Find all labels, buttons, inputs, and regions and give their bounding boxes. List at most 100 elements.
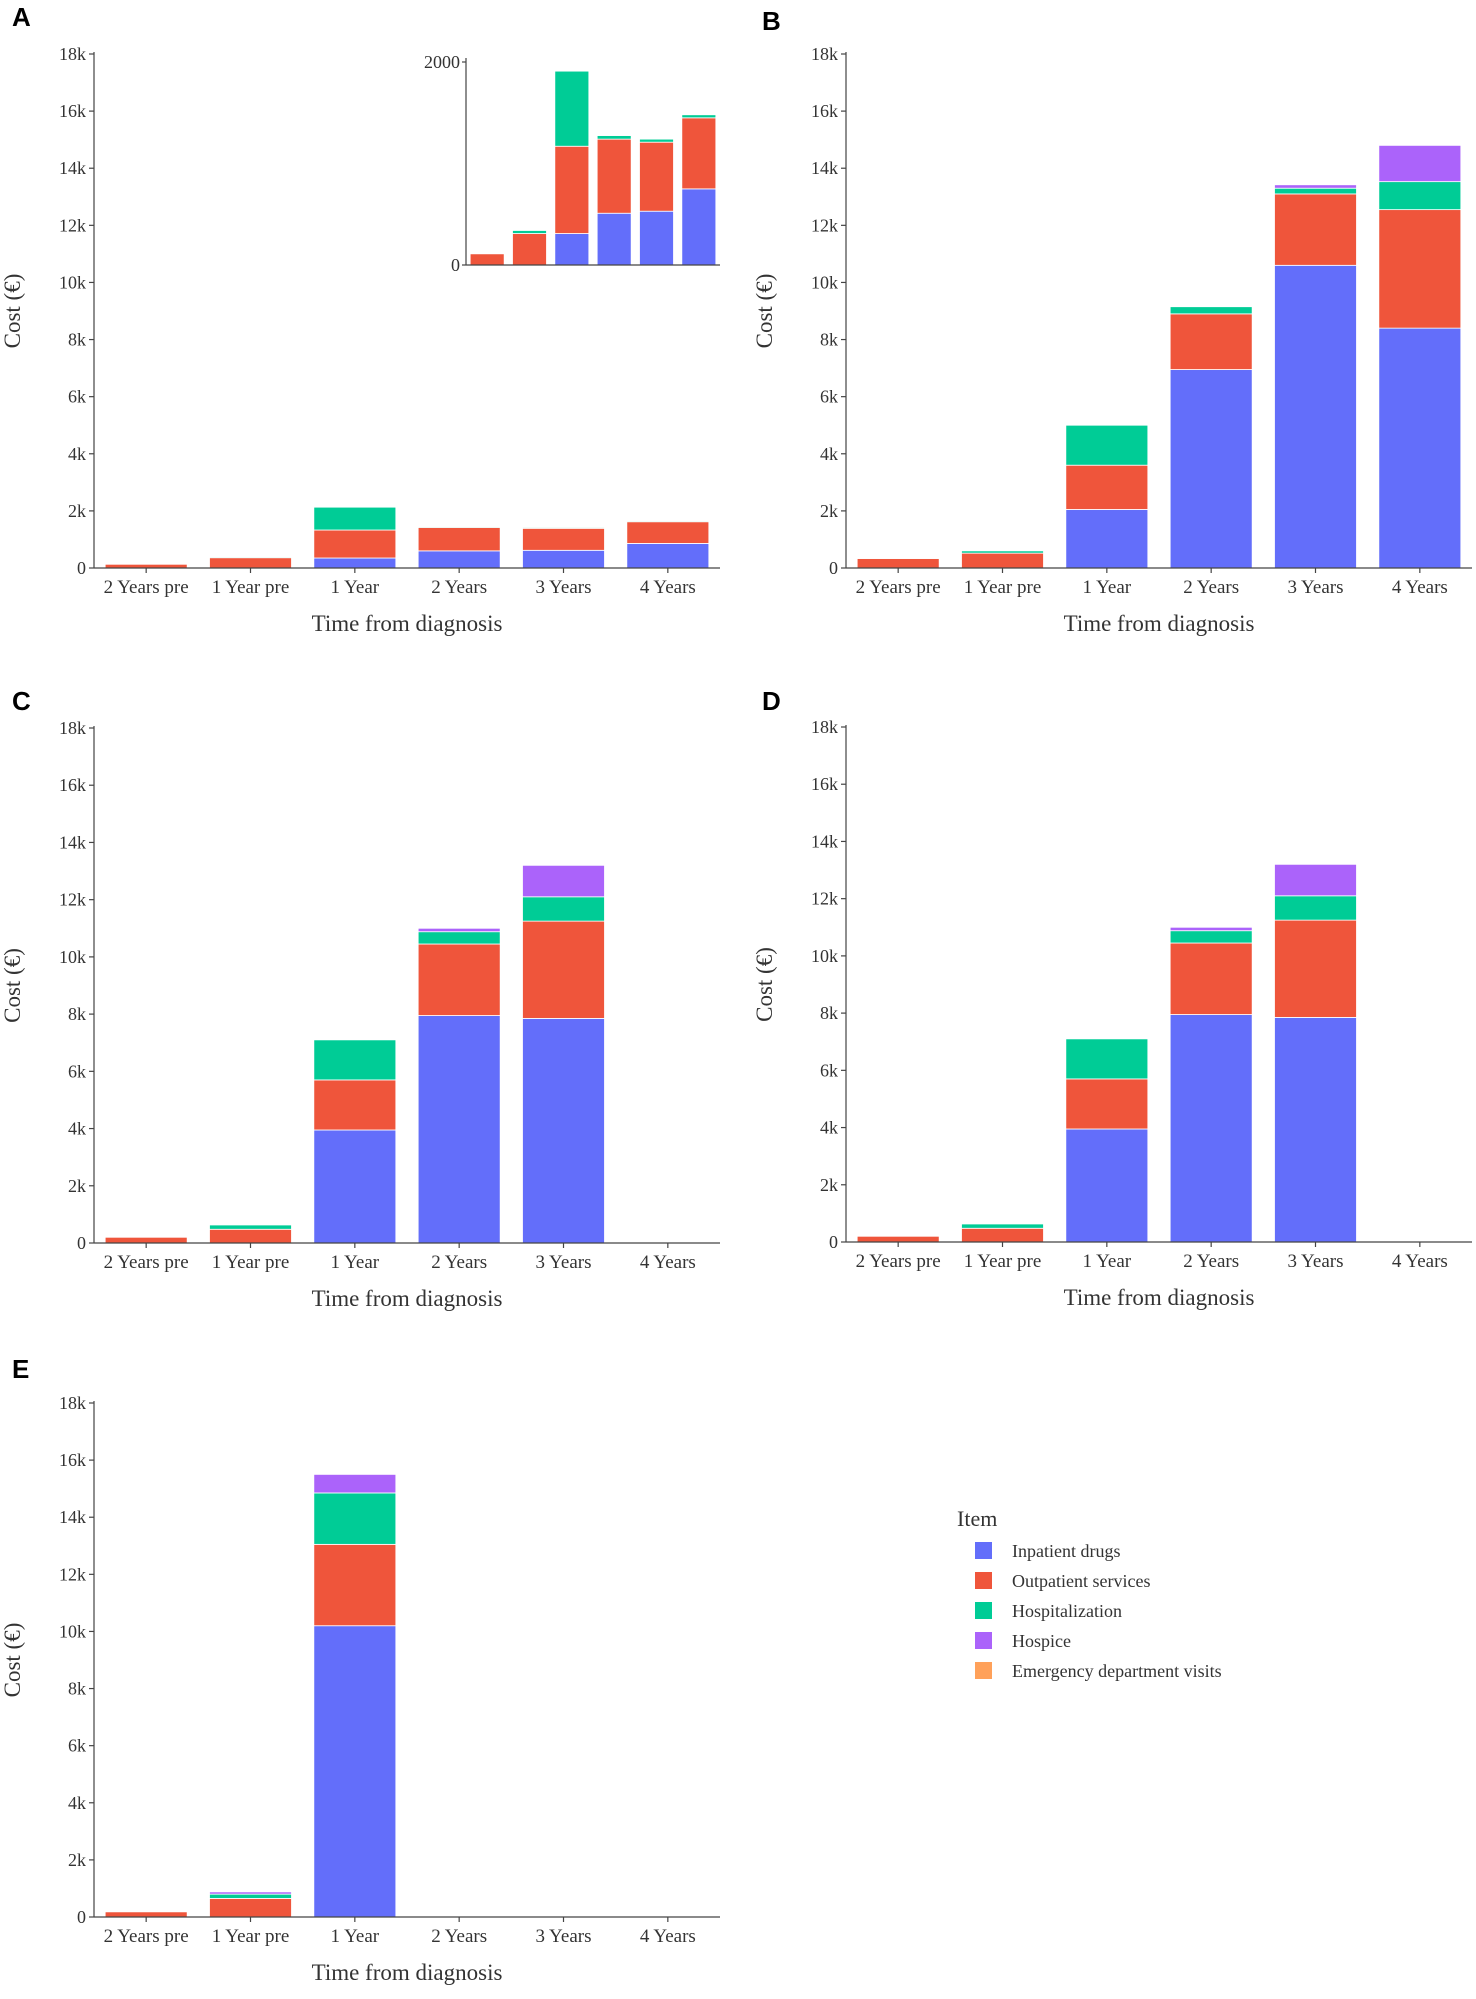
y-tick-label-b: 14k bbox=[811, 158, 838, 178]
inset-bar-a-bar-4-years-hospitalization bbox=[681, 114, 717, 119]
bar-a-bar-2-years-inpatient-drugs bbox=[417, 550, 501, 569]
bar-b-bar-1-year-pre-hospitalization bbox=[961, 550, 1044, 554]
y-tick-label-d: 6k bbox=[820, 1060, 838, 1080]
y-tick-label-a: 18k bbox=[59, 44, 86, 64]
bar-c-bar-2-years-outpatient-services bbox=[417, 943, 501, 1016]
legend: Item Inpatient drugs Outpatient services Ho… bbox=[957, 1506, 1222, 1681]
x-axis-title-e: Time from diagnosis bbox=[312, 1960, 503, 1985]
y-tick-label-b: 4k bbox=[820, 444, 838, 464]
y-tick-label-b: 10k bbox=[811, 272, 838, 292]
inset-bar-a-bar-1-year-inpatient-drugs bbox=[554, 233, 590, 266]
bar-b-bar-1-year-outpatient-services bbox=[1065, 464, 1149, 510]
legend-swatch-hospice bbox=[975, 1632, 992, 1649]
bar-d-bar-1-year-outpatient-services bbox=[1065, 1078, 1149, 1130]
inset-bar-a-bar-1-year-outpatient-services bbox=[554, 145, 590, 234]
y-tick-label-a: 6k bbox=[68, 387, 86, 407]
x-tick-label-d: 3 Years bbox=[1288, 1251, 1344, 1272]
y-tick-label-d: 4k bbox=[820, 1118, 838, 1138]
x-tick-label-e: 3 Years bbox=[536, 1926, 592, 1947]
legend-label-emergency-department-visits: Emergency department visits bbox=[1012, 1661, 1222, 1681]
bar-b-bar-4-years-outpatient-services bbox=[1378, 209, 1462, 329]
y-tick-label-a: 0 bbox=[77, 558, 86, 578]
bar-d-bar-3-years-outpatient-services bbox=[1274, 919, 1357, 1018]
bar-c-bar-2-years-inpatient-drugs bbox=[417, 1015, 501, 1244]
y-tick-label-e: 16k bbox=[59, 1450, 86, 1470]
bar-b-bar-1-year-hospitalization bbox=[1065, 424, 1149, 466]
y-tick-label-d: 2k bbox=[820, 1175, 838, 1195]
x-tick-label-b: 2 Years pre bbox=[856, 577, 941, 598]
x-tick-label-e: 2 Years bbox=[431, 1926, 487, 1947]
x-tick-label-c: 2 Years pre bbox=[104, 1252, 189, 1273]
inset-bar-a-bar-1-year-hospitalization bbox=[554, 70, 590, 147]
legend-swatch-hospitalization bbox=[975, 1602, 992, 1619]
y-tick-label-d: 14k bbox=[811, 831, 838, 851]
inset-bar-a-bar-1-year-pre-hospitalization bbox=[512, 230, 547, 234]
y-axis-title-d: Cost (€) bbox=[752, 947, 777, 1022]
bar-c-bar-1-year-pre-outpatient-services bbox=[209, 1228, 292, 1244]
inset-bar-a-bar-2-years-inpatient-drugs bbox=[596, 212, 632, 266]
bar-d-bar-3-years-hospitalization bbox=[1274, 895, 1357, 921]
panel-letter-b: B bbox=[762, 6, 781, 36]
legend-label-hospitalization: Hospitalization bbox=[1012, 1601, 1122, 1621]
bar-d-bar-2-years-hospitalization bbox=[1169, 930, 1253, 944]
bar-e-bar-1-year-pre-hospice bbox=[209, 1891, 292, 1895]
y-tick-label-c: 12k bbox=[59, 890, 86, 910]
panel-letter-e: E bbox=[12, 1354, 29, 1384]
bar-b-bar-2-years-inpatient-drugs bbox=[1169, 369, 1253, 569]
inset-bar-a-bar-1-year-pre-outpatient-services bbox=[512, 233, 547, 266]
y-tick-label-c: 8k bbox=[68, 1004, 86, 1024]
legend-swatch-outpatient-services bbox=[975, 1572, 992, 1589]
bar-b-bar-1-year-pre-outpatient-services bbox=[961, 552, 1044, 569]
y-axis-title-a: Cost (€) bbox=[0, 274, 25, 349]
x-axis-title-d: Time from diagnosis bbox=[1064, 1285, 1255, 1310]
x-tick-label-b: 4 Years bbox=[1392, 577, 1448, 598]
chart-panel-d: D 0 2k 4k 6k 8k 10k 12k 14k 16k 18k 2 Years pre 1 Ye… bbox=[752, 686, 1472, 1310]
bar-b-bar-4-years-hospice bbox=[1378, 144, 1462, 183]
x-tick-label-b: 1 Year pre bbox=[964, 577, 1042, 598]
bar-a-bar-1-year-hospitalization bbox=[313, 506, 397, 531]
y-tick-label-e: 18k bbox=[59, 1393, 86, 1413]
x-tick-label-e: 2 Years pre bbox=[104, 1926, 189, 1947]
bar-a-bar-4-years-hospitalization bbox=[626, 520, 710, 523]
bar-c-bar-1-year-outpatient-services bbox=[313, 1079, 397, 1131]
bar-a-bar-1-year-pre-outpatient-services bbox=[209, 557, 292, 569]
y-tick-label-c: 18k bbox=[59, 718, 86, 738]
bar-d-bar-2-years-hospice bbox=[1169, 926, 1253, 932]
inset-bar-a-bar-4-years-outpatient-services bbox=[681, 117, 717, 190]
legend-title: Item bbox=[957, 1506, 997, 1531]
y-axis-title-c: Cost (€) bbox=[0, 948, 25, 1023]
y-tick-label-e: 4k bbox=[68, 1793, 86, 1813]
y-tick-label-c: 4k bbox=[68, 1119, 86, 1139]
bar-a-bar-3-years-hospitalization bbox=[522, 527, 605, 529]
bar-e-bar-1-year-outpatient-services bbox=[313, 1543, 397, 1627]
bar-a-bar-1-year-outpatient-services bbox=[313, 529, 397, 559]
y-tick-label-b: 6k bbox=[820, 387, 838, 407]
inset-bar-a-bar-3-years-inpatient-drugs bbox=[639, 210, 674, 266]
x-tick-label-c: 1 Year bbox=[331, 1252, 380, 1273]
y-tick-label-d: 12k bbox=[811, 889, 838, 909]
y-tick-label-e: 2k bbox=[68, 1850, 86, 1870]
bar-e-bar-1-year-inpatient-drugs bbox=[313, 1625, 397, 1918]
inset-bar-a-bar-3-years-hospitalization bbox=[639, 138, 674, 143]
bar-a-bar-3-years-outpatient-services bbox=[522, 527, 605, 551]
panel-letter-c: C bbox=[12, 686, 31, 716]
bar-a-bar-2-years-hospitalization bbox=[417, 526, 501, 528]
x-tick-label-d: 2 Years bbox=[1183, 1251, 1239, 1272]
panel-letter-a: A bbox=[12, 2, 31, 32]
x-tick-label-a: 3 Years bbox=[536, 577, 592, 598]
y-tick-label-a: 8k bbox=[68, 330, 86, 350]
inset-bar-a-bar-3-years-outpatient-services bbox=[639, 141, 674, 212]
bar-b-bar-4-years-hospitalization bbox=[1378, 181, 1462, 211]
x-tick-label-e: 1 Year bbox=[331, 1926, 380, 1947]
bar-c-bar-3-years-hospice bbox=[522, 864, 605, 898]
bar-c-bar-1-year-inpatient-drugs bbox=[313, 1129, 397, 1244]
x-tick-label-c: 2 Years bbox=[431, 1252, 487, 1273]
bar-d-bar-2-years-inpatient-drugs bbox=[1169, 1014, 1253, 1243]
y-tick-label-b: 12k bbox=[811, 215, 838, 235]
y-tick-label-c: 16k bbox=[59, 775, 86, 795]
x-tick-label-b: 1 Year bbox=[1083, 577, 1132, 598]
inset-bar-a-bar-2-years-pre-outpatient-services bbox=[469, 253, 505, 266]
x-tick-label-d: 1 Year pre bbox=[964, 1251, 1042, 1272]
chart-panel-e: E 0 2k 4k 6k 8k 10k 12k 14k 16k 18k 2 Years pre 1 Ye… bbox=[0, 1354, 720, 1985]
